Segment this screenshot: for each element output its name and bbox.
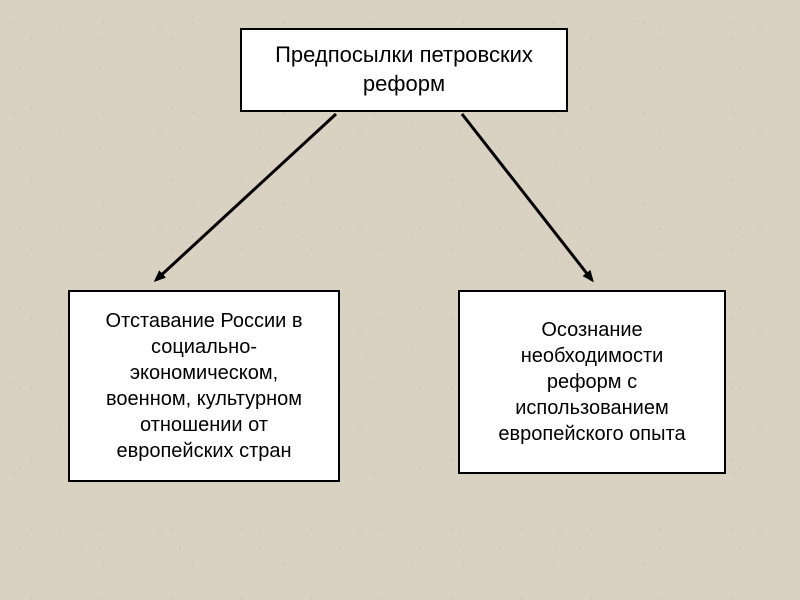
right-node-box: Осознание необходимости реформ с использ… — [458, 290, 726, 474]
left-node-text: Отставание России в социально- экономиче… — [105, 308, 302, 464]
top-node-text: Предпосылки петровских реформ — [275, 41, 533, 98]
right-node-text: Осознание необходимости реформ с использ… — [498, 317, 685, 447]
top-node-box: Предпосылки петровских реформ — [240, 28, 568, 112]
left-node-box: Отставание России в социально- экономиче… — [68, 290, 340, 482]
